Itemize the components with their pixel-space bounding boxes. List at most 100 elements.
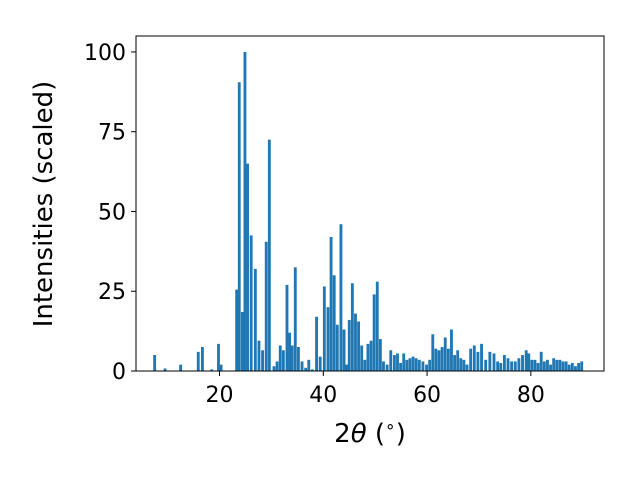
bar <box>342 329 346 371</box>
bar <box>417 359 421 371</box>
bar <box>264 241 268 371</box>
bar <box>296 347 300 371</box>
bar <box>440 347 444 371</box>
bar <box>350 283 354 371</box>
bar <box>480 343 483 371</box>
y-tick-label: 25 <box>98 280 126 305</box>
bar <box>411 356 415 371</box>
bar <box>326 307 330 371</box>
bar <box>437 350 441 371</box>
bar <box>360 345 364 371</box>
bar <box>392 355 396 371</box>
bar <box>517 358 521 371</box>
bar <box>285 284 289 371</box>
bar <box>484 359 488 371</box>
bar <box>267 139 271 371</box>
bar <box>246 163 249 371</box>
bar <box>354 313 357 371</box>
bar <box>329 237 333 371</box>
bar <box>421 361 425 371</box>
bar <box>399 363 403 371</box>
bar <box>402 353 406 371</box>
bar <box>408 358 412 371</box>
bar <box>261 350 265 371</box>
bar <box>235 289 239 371</box>
bar <box>315 316 318 371</box>
bar <box>275 361 279 371</box>
bar <box>542 361 546 371</box>
bar <box>290 345 294 371</box>
bar <box>530 359 534 371</box>
y-tick-label: 0 <box>112 360 126 385</box>
bar <box>243 51 247 371</box>
bar <box>434 348 438 371</box>
x-tick-label: 60 <box>413 383 441 408</box>
bar <box>196 351 200 371</box>
bar <box>574 366 577 371</box>
bar <box>570 363 574 371</box>
bar <box>469 348 473 371</box>
bar <box>459 358 463 371</box>
bar <box>382 361 385 371</box>
bar <box>293 267 297 371</box>
bar <box>476 351 480 371</box>
bar <box>521 355 524 371</box>
bar <box>339 224 343 371</box>
bar <box>219 364 223 371</box>
x-tick-label: 80 <box>517 383 545 408</box>
bar <box>240 311 244 371</box>
bar <box>472 345 476 371</box>
bar <box>414 358 418 371</box>
bar <box>502 355 506 371</box>
bar <box>488 351 492 371</box>
bar <box>237 82 241 371</box>
bar <box>513 361 517 371</box>
bar <box>524 350 528 371</box>
bar <box>200 347 204 371</box>
bar <box>446 348 450 371</box>
bar <box>443 337 447 371</box>
bar <box>278 345 282 371</box>
x-tick-label: 20 <box>206 383 234 408</box>
plot-area <box>135 35 605 372</box>
bar <box>304 367 308 371</box>
bar <box>257 340 261 371</box>
bar <box>372 294 376 371</box>
bar <box>163 368 167 371</box>
bar <box>431 334 435 371</box>
bar <box>577 363 580 371</box>
bar <box>549 364 552 371</box>
bar <box>567 364 571 371</box>
bar <box>465 364 469 371</box>
bar <box>357 321 361 371</box>
bar <box>389 350 393 371</box>
bar <box>539 351 543 371</box>
bar <box>561 361 565 371</box>
bar <box>580 361 584 371</box>
bar <box>555 359 559 371</box>
y-axis-label: Intensities (scaled) <box>29 81 59 328</box>
bar <box>335 324 339 371</box>
bar <box>318 356 322 371</box>
bar <box>428 359 432 371</box>
bar <box>453 355 456 371</box>
x-tick-label: 40 <box>309 383 337 408</box>
bar <box>533 359 537 371</box>
bar <box>332 275 336 371</box>
bar <box>396 353 399 371</box>
bar <box>378 339 382 371</box>
x-axis: 20 40 60 80 <box>206 371 545 408</box>
y-tick-label: 75 <box>98 121 126 146</box>
bar <box>369 340 373 371</box>
bar <box>462 359 466 371</box>
bar <box>253 268 257 371</box>
bar <box>564 361 568 371</box>
bar <box>527 353 531 371</box>
bar-series <box>153 51 584 371</box>
bar <box>375 281 379 371</box>
bar <box>536 363 540 371</box>
bar <box>153 355 157 371</box>
bar <box>425 364 428 371</box>
bar <box>249 235 253 371</box>
plot-background <box>136 36 604 371</box>
